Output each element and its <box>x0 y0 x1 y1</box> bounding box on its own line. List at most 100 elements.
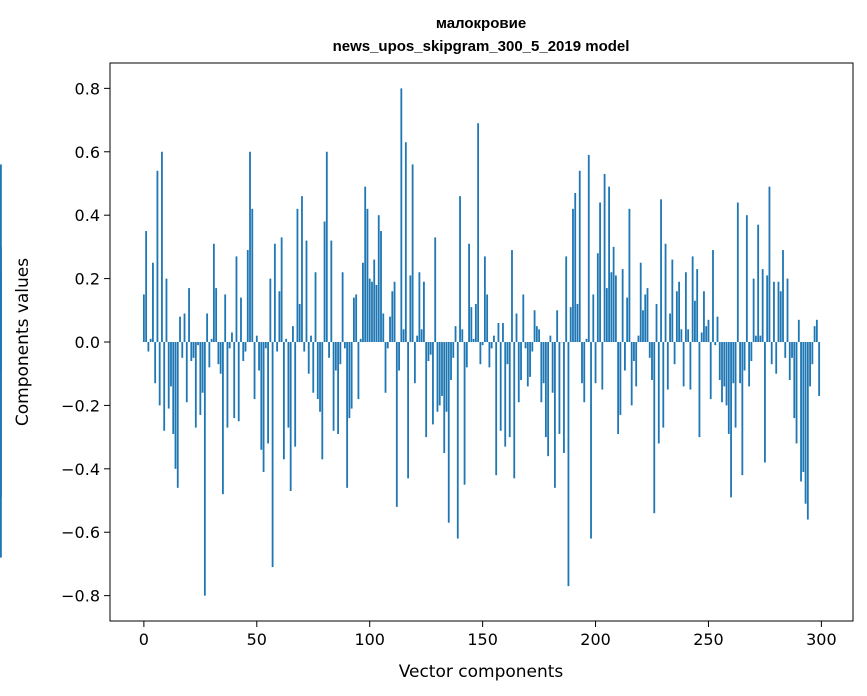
bar <box>556 310 559 342</box>
bar <box>427 342 430 362</box>
bar <box>147 342 150 352</box>
bar <box>468 243 470 342</box>
x-axis-label: Vector components <box>399 662 564 682</box>
bar <box>454 326 457 342</box>
bar <box>215 288 218 342</box>
y-tick-label: 0.0 <box>75 333 100 352</box>
bar <box>321 342 324 460</box>
bar <box>721 342 723 403</box>
bar <box>319 342 321 412</box>
bar <box>192 342 195 358</box>
bar <box>310 335 312 342</box>
bar <box>262 342 265 472</box>
bar <box>237 342 240 422</box>
bar <box>542 342 545 384</box>
bar <box>273 243 276 342</box>
x-tick-label: 150 <box>467 630 498 649</box>
bar <box>624 342 626 371</box>
bar <box>384 342 387 393</box>
bar <box>766 275 769 342</box>
bar <box>161 151 163 342</box>
bar <box>612 246 615 342</box>
bar <box>680 329 683 342</box>
bar <box>276 342 279 352</box>
bar <box>553 342 556 488</box>
bar <box>330 240 333 342</box>
bar <box>694 300 696 342</box>
bar <box>210 338 213 342</box>
y-axis-ticks: −0.8 −0.6 −0.4 −0.2 0.0 0.2 0.4 0.6 0.8 <box>61 79 110 606</box>
bar <box>804 342 807 504</box>
bar <box>423 281 425 342</box>
bar <box>723 342 726 387</box>
bar <box>294 342 297 447</box>
bar <box>617 342 620 434</box>
bar <box>572 208 574 342</box>
bar <box>206 313 209 342</box>
bar <box>366 208 369 342</box>
bar <box>194 342 197 428</box>
y-tick-label: −0.6 <box>61 523 100 542</box>
bar <box>698 342 701 438</box>
bar <box>511 250 513 342</box>
bar <box>558 342 561 434</box>
bar <box>332 342 335 431</box>
bar <box>377 215 380 342</box>
bar <box>614 275 617 342</box>
bar <box>395 342 398 507</box>
bar <box>590 342 592 539</box>
bar <box>231 332 233 342</box>
bar <box>298 303 301 342</box>
bar <box>547 342 550 457</box>
bar <box>409 275 412 342</box>
bar <box>0 246 2 342</box>
y-axis-label: Components values <box>13 258 33 426</box>
bar <box>759 335 762 342</box>
bar <box>296 208 299 342</box>
bar <box>603 173 606 342</box>
bar <box>386 342 389 349</box>
bar <box>197 342 199 346</box>
bar <box>420 329 423 342</box>
bar <box>648 342 651 358</box>
y-tick-label: −0.8 <box>61 587 100 606</box>
bar <box>709 342 712 400</box>
bar <box>576 303 579 342</box>
bar <box>201 342 204 393</box>
bar <box>244 342 247 352</box>
bar <box>463 342 466 485</box>
bar <box>493 335 495 342</box>
bar <box>736 202 739 342</box>
bar <box>429 342 432 355</box>
bar <box>418 272 421 342</box>
bar <box>605 288 608 342</box>
bar <box>524 342 527 349</box>
bar <box>684 272 687 342</box>
bar <box>691 256 694 342</box>
bar <box>208 342 211 368</box>
bar <box>696 269 699 342</box>
bar <box>567 342 570 587</box>
bar <box>712 250 714 342</box>
bar <box>745 215 748 342</box>
bar <box>757 224 760 342</box>
bar <box>522 294 525 342</box>
bar <box>671 259 674 342</box>
bar <box>228 342 231 349</box>
bar <box>334 342 337 371</box>
bar <box>486 294 489 342</box>
bar <box>750 342 753 362</box>
bar <box>587 154 590 342</box>
bar <box>443 342 446 453</box>
bar <box>551 342 554 393</box>
bar <box>447 342 450 523</box>
bar <box>404 142 407 342</box>
chart-title: малокровие <box>436 15 526 32</box>
bar <box>653 342 656 514</box>
bar <box>226 342 229 428</box>
bar <box>768 186 771 342</box>
bar <box>773 281 775 342</box>
bar <box>368 278 371 342</box>
bar <box>183 313 186 342</box>
bar <box>504 342 507 447</box>
